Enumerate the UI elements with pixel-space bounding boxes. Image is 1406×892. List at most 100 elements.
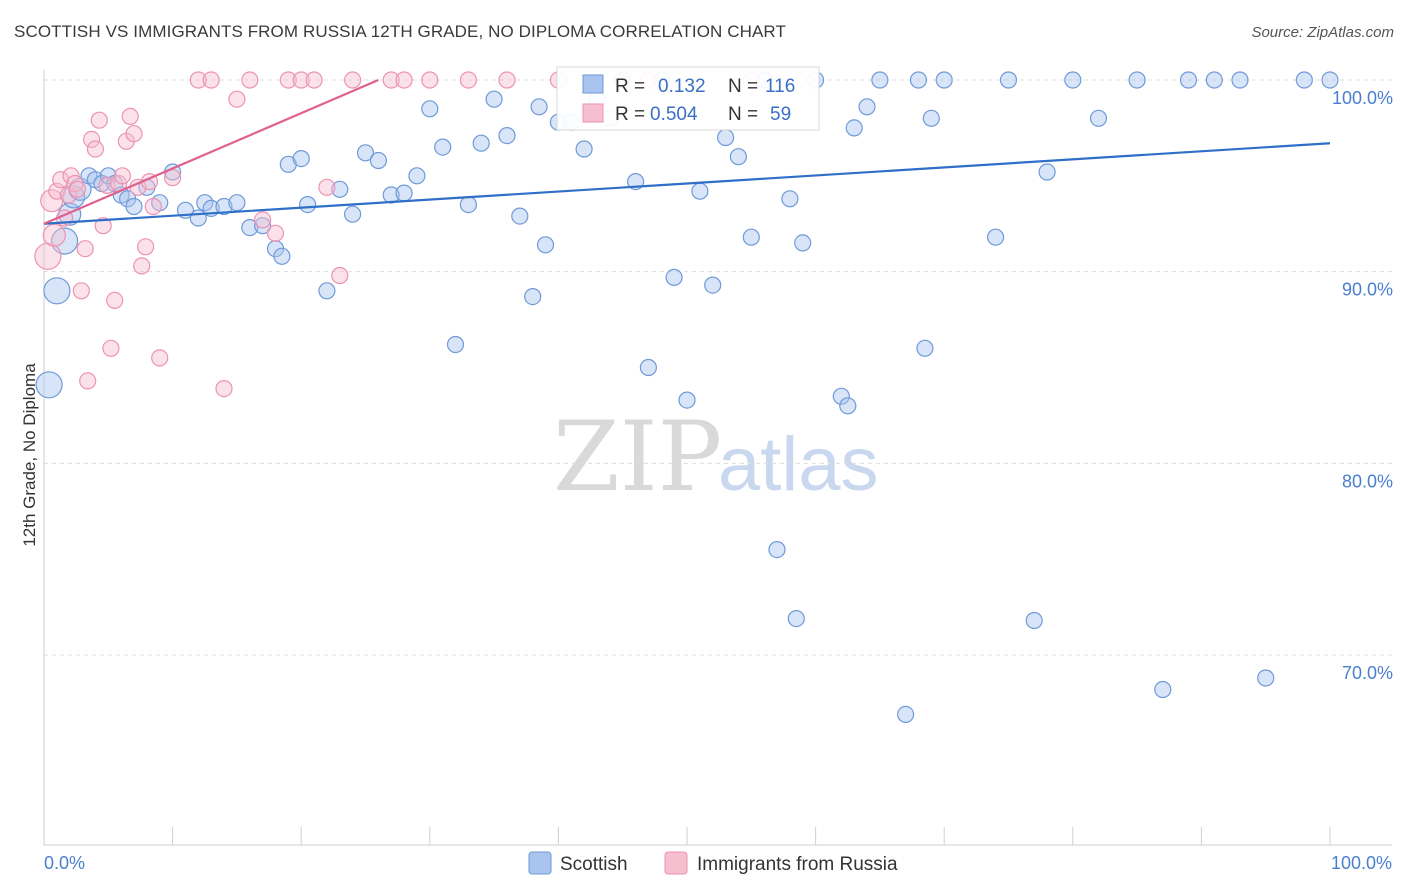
scottish-point-34 [369,151,387,170]
scottish-point-28 [292,150,310,168]
russia-point-14 [86,140,105,158]
legend-swatch-scottish [528,851,552,875]
russia-point-0 [34,242,62,270]
x-tick-label-max: 100.0% [1331,853,1392,873]
scottish-point-77 [909,71,928,89]
russia-point-35 [228,90,246,108]
russia-point-40 [292,71,310,89]
scottish-point-47 [530,98,548,116]
stats-n-value-scottish: 116 [765,76,795,97]
russia-point-33 [202,71,220,89]
russia-point-27 [137,238,155,256]
legend-label-russia: Immigrants from Russia [697,854,898,875]
scottish-point-51 [575,140,593,158]
russia-point-10 [72,282,90,300]
scottish-point-46 [524,288,542,306]
russia-point-30 [151,349,169,367]
scottish-point-93 [1295,71,1313,89]
x-tick-label-min: 0.0% [44,853,85,873]
legend-label-scottish: Scottish [560,854,628,875]
scottish-point-92 [1257,669,1275,687]
russia-point-36 [241,71,259,89]
scottish-point-0 [35,371,63,399]
russia-point-15 [90,111,108,129]
chart-title: SCOTTISH VS IMMIGRANTS FROM RUSSIA 12TH … [14,22,786,41]
scottish-point-90 [1205,71,1223,89]
scottish-point-60 [691,182,709,200]
scottish-point-89 [1179,71,1198,89]
scottish-point-39 [434,138,452,156]
scottish-point-62 [716,128,735,147]
y-tick-label-70: 70.0% [1342,663,1393,683]
scottish-point-64 [742,228,760,246]
scottish-point-21 [215,197,233,216]
y-tick-label-80: 80.0% [1342,471,1393,491]
russia-point-26 [133,257,151,275]
source-credit: Source: ZipAtlas.com [1251,24,1394,41]
scottish-point-32 [344,205,362,223]
stats-n-value-russia: 59 [770,104,791,125]
scottish-point-38 [421,100,439,118]
watermark: ZIP atlas [553,401,879,513]
scottish-point-43 [485,90,503,108]
scottish-point-83 [1025,611,1043,630]
scottish-point-73 [845,119,863,137]
trend-line-russia [43,78,379,225]
stats-r-value-russia: 0.504 [650,104,698,125]
scottish-point-81 [986,228,1005,246]
scottish-point-71 [832,387,850,405]
scottish-point-79 [922,109,940,127]
scottish-point-63 [729,148,748,166]
russia-point-31 [164,169,182,187]
scottish-point-56 [639,358,658,377]
russia-point-13 [82,130,101,148]
russia-point-24 [125,125,143,143]
stats-swatch-scottish [582,74,604,94]
russia-point-39 [279,71,297,89]
scottish-point-26 [273,247,291,265]
scottish-point-66 [768,540,786,559]
scottish-point-69 [794,234,812,252]
russia-point-12 [79,372,97,390]
scottish-point-58 [665,268,683,286]
russia-point-45 [382,71,400,89]
scottish-point-31 [331,180,349,198]
russia-point-23 [121,107,139,126]
russia-point-9 [68,180,87,198]
russia-point-41 [305,71,323,89]
scottish-point-33 [356,144,375,162]
russia-point-48 [459,71,477,89]
scottish-point-37 [408,167,426,185]
russia-point-11 [76,240,94,258]
scottish-point-75 [871,71,889,89]
scottish-point-22 [228,194,246,212]
russia-point-4 [52,171,70,189]
scottish-point-87 [1128,71,1146,89]
x-ticks [43,827,1331,845]
scottish-point-30 [318,282,336,300]
watermark-zip: ZIP [553,401,722,513]
scottish-point-29 [299,196,317,214]
scottish-point-85 [1064,71,1082,89]
scottish-point-91 [1231,71,1249,89]
scottish-point-41 [459,196,477,214]
stats-r-label-russia: R = [615,104,645,125]
scottish-point-45 [511,207,529,225]
russia-point-18 [102,339,120,357]
watermark-atlas: atlas [718,422,879,507]
russia-point-38 [266,224,285,242]
scottish-point-59 [678,391,696,409]
scottish-point-44 [498,127,516,145]
scottish-point-13 [125,197,143,216]
stats-r-value-scottish: 0.132 [658,76,706,97]
stats-r-label-scottish: R = [615,76,645,97]
scottish-point-76 [896,705,915,724]
scottish-point-80 [935,71,953,89]
russia-point-29 [144,197,162,216]
scottish-point-61 [704,276,722,294]
scottish-point-40 [446,335,465,354]
scottish-point-78 [916,339,934,357]
russia-point-32 [189,71,207,89]
gridlines [44,79,1392,656]
scottish-point-36 [395,184,413,202]
